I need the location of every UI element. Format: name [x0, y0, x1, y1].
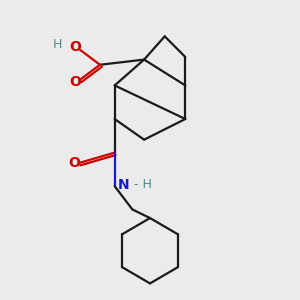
Text: N: N	[118, 178, 129, 192]
Text: O: O	[68, 156, 80, 170]
Text: - H: - H	[134, 178, 152, 191]
Text: O: O	[69, 75, 81, 88]
Text: O: O	[69, 40, 81, 54]
Text: H: H	[52, 38, 62, 51]
